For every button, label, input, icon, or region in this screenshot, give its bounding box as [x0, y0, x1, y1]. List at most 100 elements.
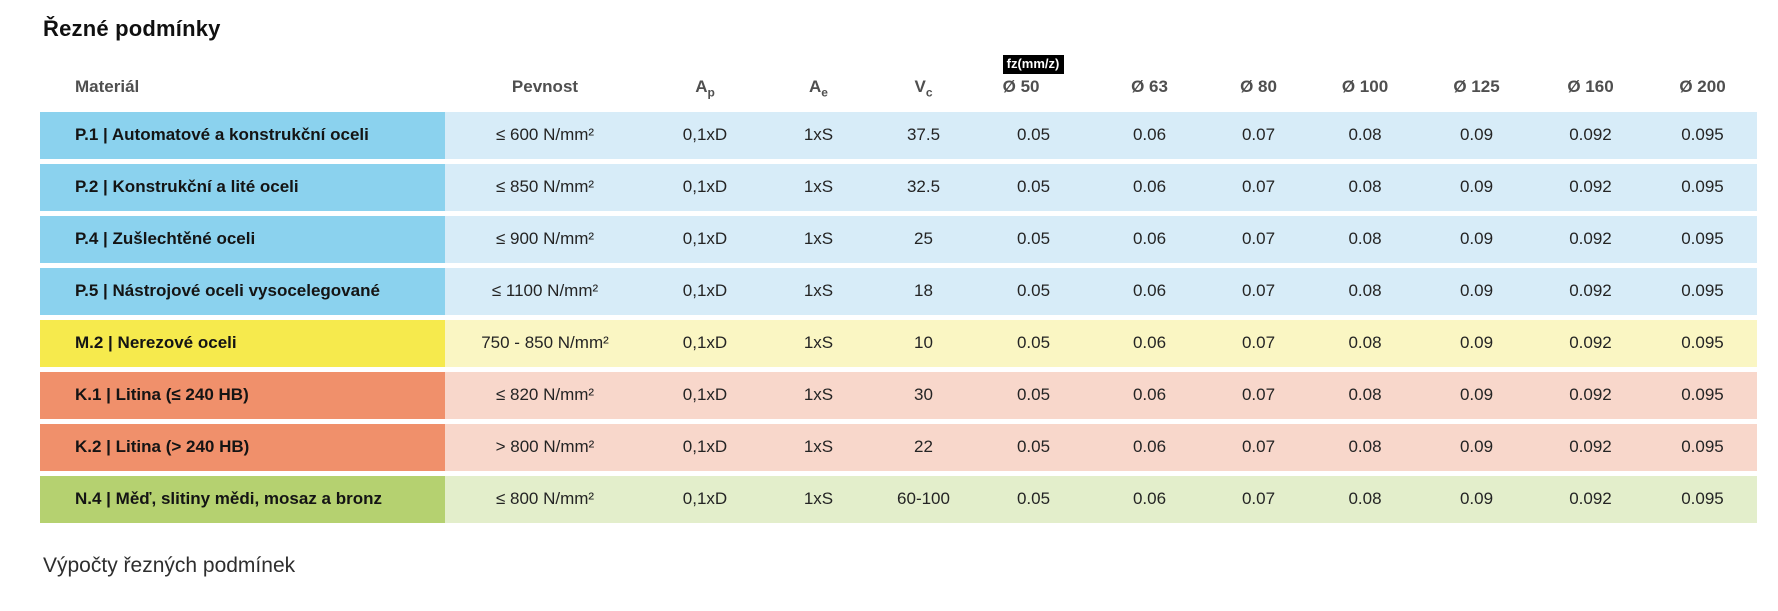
vc-cell: 18	[872, 267, 975, 315]
pevnost-cell: ≤ 820 N/mm²	[445, 371, 645, 419]
fz-cell: 0.06	[1092, 163, 1207, 211]
fz-cell: 0.092	[1533, 163, 1648, 211]
ap-cell: 0,1xD	[645, 475, 765, 523]
fz-cell: 0.08	[1310, 111, 1420, 159]
fz-cell: 0.05	[975, 163, 1092, 211]
ae-cell: 1xS	[765, 475, 872, 523]
fz-cell: 0.05	[975, 475, 1092, 523]
fz-cell: 0.06	[1092, 475, 1207, 523]
vc-cell: 10	[872, 319, 975, 367]
fz-cell: 0.05	[975, 215, 1092, 263]
table-row: P.4 | Zušlechtěné oceli ≤ 900 N/mm² 0,1x…	[40, 215, 1757, 263]
column-header-material: Materiál	[75, 76, 140, 96]
ap-cell: 0,1xD	[645, 215, 765, 263]
vc-cell: 22	[872, 423, 975, 471]
pevnost-cell: ≤ 800 N/mm²	[445, 475, 645, 523]
fz-cell: 0.06	[1092, 423, 1207, 471]
fz-cell: 0.06	[1092, 267, 1207, 315]
fz-cell: 0.095	[1648, 371, 1757, 419]
table-row: P.1 | Automatové a konstrukční oceli ≤ 6…	[40, 111, 1757, 159]
table-row: K.2 | Litina (> 240 HB) > 800 N/mm² 0,1x…	[40, 423, 1757, 471]
fz-cell: 0.09	[1420, 215, 1533, 263]
vc-cell: 25	[872, 215, 975, 263]
material-cell: K.1 | Litina (≤ 240 HB)	[40, 371, 445, 419]
vc-cell: 60-100	[872, 475, 975, 523]
fz-cell: 0.095	[1648, 267, 1757, 315]
ae-cell: 1xS	[765, 423, 872, 471]
fz-cell: 0.092	[1533, 267, 1648, 315]
fz-cell: 0.09	[1420, 267, 1533, 315]
column-header-d125: Ø 125	[1453, 76, 1500, 96]
fz-cell: 0.07	[1207, 423, 1310, 471]
fz-cell: 0.08	[1310, 475, 1420, 523]
material-cell: P.2 | Konstrukční a lité oceli	[40, 163, 445, 211]
fz-cell: 0.08	[1310, 215, 1420, 263]
column-header-d80: Ø 80	[1240, 76, 1277, 96]
column-header-pevnost: Pevnost	[511, 76, 579, 96]
cutting-conditions-table: Materiál Pevnost Ap Ae Vc fz(mm/z) Ø 50 …	[40, 48, 1757, 528]
ap-cell: 0,1xD	[645, 267, 765, 315]
ae-cell: 1xS	[765, 371, 872, 419]
column-header-d200: Ø 200	[1679, 76, 1726, 96]
fz-cell: 0.05	[975, 371, 1092, 419]
fz-cell: 0.095	[1648, 319, 1757, 367]
section-title-calculations: Výpočty řezných podmínek	[43, 553, 296, 577]
table-row: P.2 | Konstrukční a lité oceli ≤ 850 N/m…	[40, 163, 1757, 211]
fz-cell: 0.095	[1648, 215, 1757, 263]
fz-cell: 0.095	[1648, 163, 1757, 211]
pevnost-cell: ≤ 600 N/mm²	[445, 111, 645, 159]
ap-cell: 0,1xD	[645, 163, 765, 211]
page-title: Řezné podmínky	[43, 16, 221, 41]
fz-cell: 0.09	[1420, 475, 1533, 523]
vc-cell: 32.5	[872, 163, 975, 211]
fz-cell: 0.092	[1533, 319, 1648, 367]
fz-cell: 0.08	[1310, 267, 1420, 315]
fz-cell: 0.05	[975, 111, 1092, 159]
ae-cell: 1xS	[765, 111, 872, 159]
ap-cell: 0,1xD	[645, 423, 765, 471]
ap-cell: 0,1xD	[645, 111, 765, 159]
fz-cell: 0.092	[1533, 371, 1648, 419]
fz-cell: 0.08	[1310, 163, 1420, 211]
fz-cell: 0.07	[1207, 371, 1310, 419]
fz-cell: 0.07	[1207, 267, 1310, 315]
material-cell: P.1 | Automatové a konstrukční oceli	[40, 111, 445, 159]
ae-cell: 1xS	[765, 267, 872, 315]
ap-cell: 0,1xD	[645, 371, 765, 419]
column-header-ae: Ae	[809, 76, 828, 100]
fz-cell: 0.09	[1420, 371, 1533, 419]
pevnost-cell: 750 - 850 N/mm²	[445, 319, 645, 367]
fz-cell: 0.09	[1420, 319, 1533, 367]
fz-cell: 0.05	[975, 423, 1092, 471]
column-header-ap: Ap	[695, 76, 715, 100]
pevnost-cell: > 800 N/mm²	[445, 423, 645, 471]
fz-cell: 0.095	[1648, 423, 1757, 471]
fz-cell: 0.092	[1533, 475, 1648, 523]
fz-unit-badge: fz(mm/z)	[1002, 55, 1065, 74]
fz-cell: 0.05	[975, 267, 1092, 315]
fz-cell: 0.06	[1092, 215, 1207, 263]
ae-cell: 1xS	[765, 163, 872, 211]
material-cell: P.5 | Nástrojové oceli vysocelegované	[40, 267, 445, 315]
fz-cell: 0.092	[1533, 423, 1648, 471]
fz-cell: 0.09	[1420, 111, 1533, 159]
table-header-row: Materiál Pevnost Ap Ae Vc fz(mm/z) Ø 50 …	[40, 53, 1757, 107]
ap-cell: 0,1xD	[645, 319, 765, 367]
fz-cell: 0.06	[1092, 111, 1207, 159]
fz-cell: 0.07	[1207, 475, 1310, 523]
table-row: K.1 | Litina (≤ 240 HB) ≤ 820 N/mm² 0,1x…	[40, 371, 1757, 419]
table-row: P.5 | Nástrojové oceli vysocelegované ≤ …	[40, 267, 1757, 315]
vc-cell: 30	[872, 371, 975, 419]
fz-cell: 0.08	[1310, 319, 1420, 367]
fz-cell: 0.095	[1648, 475, 1757, 523]
column-header-d160: Ø 160	[1567, 76, 1614, 96]
fz-cell: 0.09	[1420, 423, 1533, 471]
material-cell: N.4 | Měď, slitiny mědi, mosaz a bronz	[40, 475, 445, 523]
fz-cell: 0.08	[1310, 371, 1420, 419]
fz-cell: 0.06	[1092, 371, 1207, 419]
pevnost-cell: ≤ 1100 N/mm²	[445, 267, 645, 315]
pevnost-cell: ≤ 900 N/mm²	[445, 215, 645, 263]
table-row: M.2 | Nerezové oceli 750 - 850 N/mm² 0,1…	[40, 319, 1757, 367]
column-header-d63: Ø 63	[1131, 76, 1168, 96]
fz-cell: 0.05	[975, 319, 1092, 367]
